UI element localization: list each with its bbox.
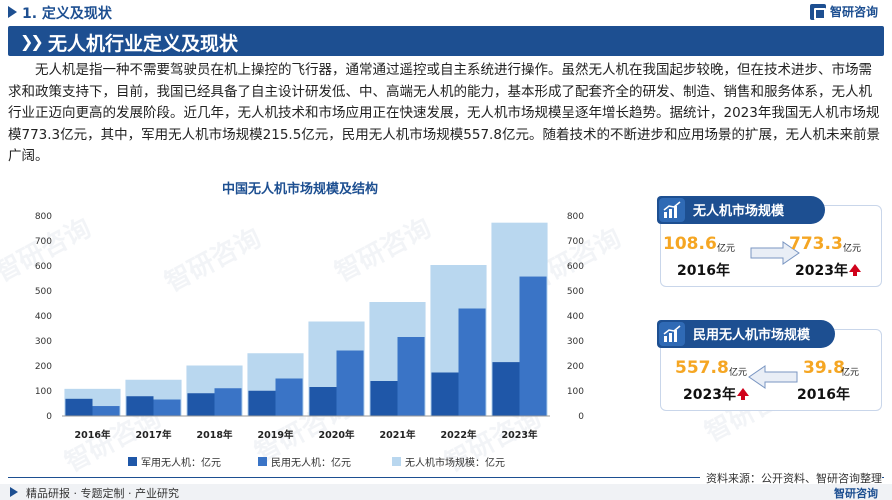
double-chevron-icon: ❯❯ xyxy=(20,32,44,51)
y-tick-label-left: 300 xyxy=(35,337,52,347)
y-tick-label-left: 800 xyxy=(35,212,52,222)
card-header: 民用无人机市场规模 xyxy=(657,320,835,348)
y-tick-label-right: 200 xyxy=(567,362,584,372)
bar-civil xyxy=(153,399,181,416)
chart-title: 中国无人机市场规模及结构 xyxy=(221,182,378,197)
legend-label: 无人机市场规模：亿元 xyxy=(405,458,505,469)
tagline: 精品研报 · 专题定制 · 产业研究 xyxy=(26,487,179,500)
source-note: 资料来源：公开资料、智研咨询整理 xyxy=(700,470,882,486)
bottom-bar: 精品研报 · 专题定制 · 产业研究 智研咨询 xyxy=(0,484,892,500)
y-tick-label-right: 500 xyxy=(567,287,584,297)
unit-label: 亿元 xyxy=(843,244,862,254)
legend-swatch xyxy=(128,457,137,466)
bar-civil xyxy=(275,378,303,416)
y-tick-label-left: 600 xyxy=(35,262,52,272)
top-header: 1. 定义及现状 智研咨询 xyxy=(0,0,892,24)
x-tick-label: 2016年 xyxy=(75,429,111,441)
title-banner: ❯❯ 无人机行业定义及现状 xyxy=(8,26,884,56)
chart-up-icon xyxy=(659,322,685,346)
x-tick-label: 2020年 xyxy=(319,429,355,441)
bar-military xyxy=(248,390,276,416)
year-2023: 2023年 xyxy=(683,387,736,403)
bar-military xyxy=(309,387,337,416)
brand-logo-icon xyxy=(809,3,826,20)
value-2016: 108.6 xyxy=(663,234,717,254)
y-tick-label-right: 700 xyxy=(567,237,584,247)
market-size-card: 无人机市场规模 108.6 亿元 2016年 773.3 亿元 2023年 xyxy=(657,196,882,287)
legend-swatch xyxy=(258,457,267,466)
card-header: 无人机市场规模 xyxy=(657,196,825,224)
value-2016: 39.8 xyxy=(803,358,845,378)
footer-logo-text: 智研咨询 xyxy=(834,487,878,500)
intro-paragraph: 无人机是指一种不需要驾驶员在机上操控的飞行器，通常通过遥控或自主系统进行操作。虽… xyxy=(8,62,880,164)
year-2023: 2023年 xyxy=(795,263,848,279)
y-tick-label-left: 700 xyxy=(35,237,52,247)
bar-military xyxy=(431,372,459,416)
card-title: 无人机市场规模 xyxy=(693,204,785,219)
x-tick-label: 2022年 xyxy=(441,429,477,441)
chart-up-icon xyxy=(659,198,685,222)
value-2023: 557.8 xyxy=(675,358,729,378)
y-tick-label-right: 600 xyxy=(567,262,584,272)
y-tick-label-right: 800 xyxy=(567,212,584,222)
legend-label: 军用无人机：亿元 xyxy=(141,458,221,469)
section-title: 1. 定义及现状 xyxy=(22,6,112,22)
brand-logo-text: 智研咨询 xyxy=(829,5,878,19)
card-title: 民用无人机市场规模 xyxy=(693,328,811,343)
bar-military xyxy=(187,393,215,416)
y-tick-label-left: 200 xyxy=(35,362,52,372)
unit-label: 亿元 xyxy=(717,244,736,254)
bar-military xyxy=(126,396,154,416)
bar-civil xyxy=(458,308,486,416)
y-tick-label-right: 0 xyxy=(578,412,584,422)
bar-civil xyxy=(336,350,364,416)
y-tick-label-left: 500 xyxy=(35,287,52,297)
unit-label: 亿元 xyxy=(729,368,748,378)
bar-military xyxy=(65,398,93,416)
unit-label: 亿元 xyxy=(841,368,860,378)
arrow-left-icon xyxy=(748,365,798,389)
legend-item-total: 无人机市场规模：亿元 xyxy=(392,454,505,469)
y-tick-label-right: 400 xyxy=(567,312,584,322)
bar-civil xyxy=(92,406,120,416)
y-tick-label-right: 300 xyxy=(567,337,584,347)
y-tick-label-left: 400 xyxy=(35,312,52,322)
brand-logo: 智研咨询 xyxy=(809,3,878,20)
year-2016: 2016年 xyxy=(797,387,850,403)
up-arrow-icon xyxy=(849,264,861,276)
arrow-right-icon xyxy=(750,241,800,265)
year-2016: 2016年 xyxy=(677,263,730,279)
y-tick-label-left: 0 xyxy=(46,412,52,422)
x-tick-label: 2017年 xyxy=(136,429,172,441)
y-tick-label-left: 100 xyxy=(35,387,52,397)
civil-market-size-card: 民用无人机市场规模 557.8 亿元 2023年 39.8 亿元 2016年 xyxy=(657,320,882,411)
footer-divider xyxy=(8,477,884,478)
legend-label: 民用无人机：亿元 xyxy=(271,458,351,469)
x-tick-label: 2018年 xyxy=(197,429,233,441)
section-marker-icon xyxy=(8,6,17,18)
bar-military xyxy=(370,381,398,416)
value-2023: 773.3 xyxy=(789,234,843,254)
bar-civil xyxy=(397,337,425,416)
legend-item-military: 军用无人机：亿元 xyxy=(128,454,221,469)
legend-item-civil: 民用无人机：亿元 xyxy=(258,454,351,469)
market-size-chart: 0 0 100 100 200 200 300 300 400 400 500 500 600 600 70… xyxy=(35,212,584,441)
y-tick-label-right: 100 xyxy=(567,387,584,397)
page-title: 无人机行业定义及现状 xyxy=(48,33,239,55)
up-arrow-icon xyxy=(737,388,749,400)
x-tick-label: 2021年 xyxy=(380,429,416,441)
x-tick-label: 2023年 xyxy=(502,429,538,441)
bar-civil xyxy=(519,276,547,416)
x-tick-label: 2019年 xyxy=(258,429,294,441)
legend-swatch xyxy=(392,457,401,466)
tagline-marker-icon xyxy=(10,487,18,497)
bar-military xyxy=(492,362,520,416)
bar-civil xyxy=(214,388,242,416)
